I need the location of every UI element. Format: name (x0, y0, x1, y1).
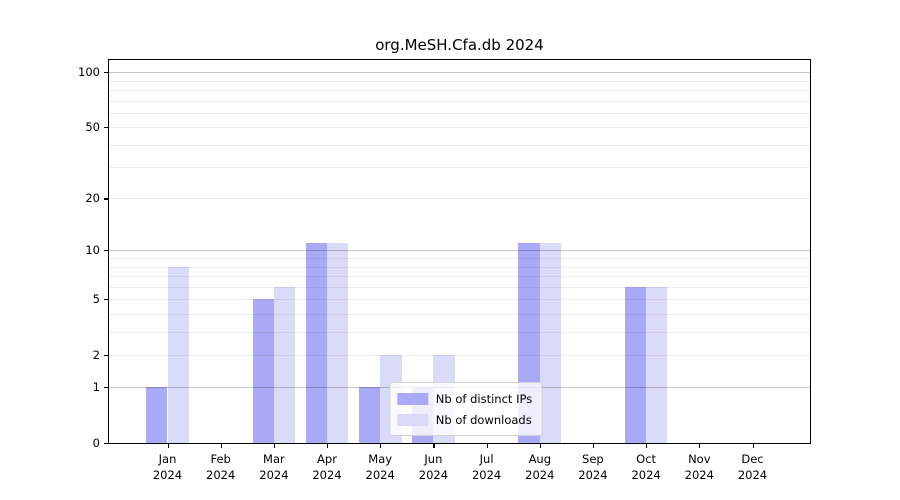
x-tick-mark (380, 444, 382, 448)
bar-downloads-jan (167, 266, 189, 443)
gridline-minor (109, 100, 810, 102)
gridline-minor (109, 354, 810, 356)
bar-downloads-aug (539, 243, 562, 443)
gridline-minor (109, 313, 810, 315)
bar-ips-oct (624, 286, 647, 443)
x-tick-label-year: 2024 (525, 468, 555, 482)
x-tick-label-month: Feb (210, 452, 231, 466)
x-tick-label-month: May (368, 452, 393, 466)
x-tick-label-year: 2024 (152, 468, 183, 482)
x-tick-label-month: Oct (636, 452, 657, 466)
gridline-minor (109, 286, 810, 288)
gridline-minor (109, 198, 810, 200)
x-tick-label-month: Jun (424, 452, 443, 466)
x-tick-label-month: Dec (741, 452, 764, 466)
x-tick-label-year: 2024 (578, 468, 608, 482)
bar-downloads-oct (646, 286, 668, 443)
plot-area: Nb of distinct IPs Nb of downloads (108, 59, 811, 444)
x-tick-mark (167, 444, 169, 448)
x-tick-label-month: Jul (479, 452, 494, 466)
y-tick-label: 2 (92, 347, 100, 362)
y-tick-mark (104, 443, 108, 445)
gridline-minor (109, 331, 810, 333)
x-tick-label-year: 2024 (631, 468, 661, 482)
gridline-major (109, 250, 810, 252)
y-tick-mark (104, 250, 108, 252)
gridline-minor (109, 258, 810, 259)
bar-ips-mar (252, 299, 274, 443)
y-tick-mark (104, 198, 108, 200)
y-tick-label: 50 (85, 120, 100, 135)
x-tick-label-month: Aug (528, 452, 552, 466)
x-tick-mark (273, 444, 276, 448)
bar-downloads-apr (327, 243, 349, 443)
bars-layer (109, 60, 810, 443)
bar-ips-jan (146, 387, 168, 443)
gridline-minor (109, 144, 810, 146)
x-tick-mark (220, 444, 222, 448)
legend-swatch-downloads (396, 413, 428, 426)
x-tick-label-month: Apr (317, 452, 337, 466)
x-tick-label-year: 2024 (684, 468, 714, 482)
x-tick-mark (486, 444, 488, 448)
x-tick-mark (592, 444, 595, 448)
y-tick-label: 5 (92, 292, 100, 307)
gridline-minor (109, 80, 810, 82)
x-tick-label-month: Jan (158, 452, 177, 466)
legend-label-downloads: Nb of downloads (435, 412, 532, 427)
x-tick-label-year: 2024 (737, 468, 768, 482)
x-tick-label-year: 2024 (471, 468, 502, 482)
bar-downloads-mar (273, 286, 296, 443)
x-tick-label-month: Sep (582, 452, 604, 466)
x-tick-label-month: Nov (688, 452, 711, 466)
x-tick-label-month: Mar (263, 452, 285, 466)
x-tick-label-year: 2024 (259, 468, 289, 482)
x-tick-mark (327, 444, 329, 448)
y-tick-mark (104, 354, 108, 356)
gridline-minor (109, 127, 810, 129)
x-tick-label-year: 2024 (365, 468, 395, 482)
x-tick-label-year: 2024 (206, 468, 236, 482)
y-tick-mark (104, 387, 108, 389)
gridline-minor (109, 266, 810, 268)
chart-title: org.MeSH.Cfa.db 2024 (375, 36, 544, 54)
y-tick-label: 20 (85, 191, 100, 206)
x-tick-mark (699, 444, 701, 448)
y-tick-label: 1 (92, 380, 100, 395)
gridline-minor (109, 299, 810, 300)
legend-item-distinct-ips: Nb of distinct IPs (396, 388, 533, 409)
gridline-major (109, 72, 810, 74)
y-tick-label: 0 (92, 436, 100, 450)
gridline-minor (109, 275, 810, 277)
y-tick-label: 10 (85, 243, 100, 258)
bar-ips-may (358, 387, 381, 443)
x-tick-label-year: 2024 (418, 468, 449, 482)
x-tick-mark (539, 444, 541, 448)
y-tick-mark (104, 127, 108, 129)
x-tick-mark (646, 444, 648, 448)
x-tick-mark (433, 444, 435, 448)
legend-swatch-distinct-ips (396, 392, 428, 405)
legend-item-downloads: Nb of downloads (396, 409, 532, 430)
bar-ips-apr (305, 243, 328, 443)
gridline-minor (109, 89, 810, 91)
y-tick-mark (104, 72, 108, 74)
x-tick-mark (752, 444, 754, 448)
legend-label-distinct-ips: Nb of distinct IPs (435, 391, 533, 406)
y-tick-label: 100 (78, 65, 100, 80)
y-tick-mark (104, 299, 108, 301)
x-tick-label-year: 2024 (312, 468, 342, 482)
gridline-minor (109, 167, 810, 169)
gridline-minor (109, 112, 810, 114)
legend: Nb of distinct IPs Nb of downloads (388, 382, 543, 436)
